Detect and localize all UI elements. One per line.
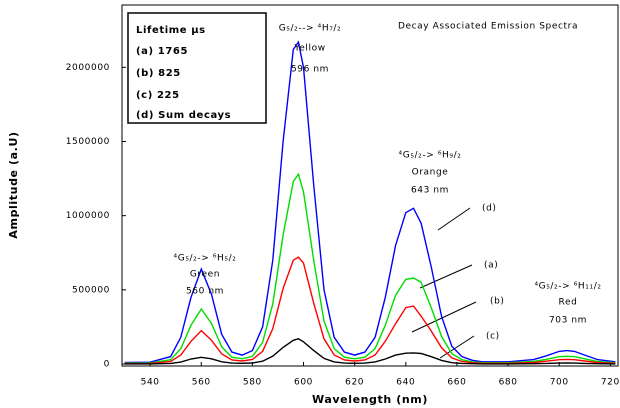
legend-entry: (a) 1765 [136,46,188,57]
y-tick-label: 1000000 [66,211,110,221]
legend-entry: (c) 225 [136,90,180,101]
peak-annotation: Red [559,298,578,308]
series-line [124,338,616,365]
series-label: (a) [484,261,498,271]
peak-annotation: ⁴G₅/₂-> ⁶H₁₁/₂ [534,282,601,292]
peak-annotation: Green [190,270,220,280]
peak-annotation: 643 nm [411,186,449,196]
peak-annotation: Yellow [293,44,325,54]
series-label: (b) [490,297,505,307]
x-tick-label: 540 [141,378,160,388]
peak-annotation: Orange [412,168,449,178]
x-tick-label: 560 [192,378,211,388]
x-tick-label: 600 [294,378,313,388]
x-tick-label: 580 [243,378,262,388]
series-line [124,40,616,364]
arrow [411,301,477,333]
x-tick-label: 700 [550,378,569,388]
arrow [419,264,473,289]
x-axis-label: Wavelength (nm) [312,393,428,406]
arrow [437,207,471,231]
plot-frame [121,4,619,367]
y-axis-label: Amplitude (a.U) [7,131,20,238]
y-tick-label: 0 [104,360,110,370]
legend-title: Lifetime µs [136,25,206,36]
arrow [439,335,475,359]
arrows [411,207,477,359]
legend-entry: (d) Sum decays [136,110,231,121]
series-line [124,256,616,365]
series-line [124,172,616,364]
x-tick-label: 620 [345,378,364,388]
peak-annotation: ⁴G₅/₂-> ⁶H₅/₂ [174,254,237,264]
y-tick-label: 2000000 [66,63,110,73]
y-tick-label: 1500000 [66,137,110,147]
chart-title: Decay Associated Emission Spectra [398,22,578,32]
legend-box [127,12,267,124]
peak-annotation: ⁴G₅/₂-> ⁶H₉/₂ [399,151,462,161]
peak-annotation: G₅/₂--> ⁴H₇/₂ [279,24,342,34]
peak-annotation: 560 nm [186,287,224,297]
x-tick-label: 660 [447,378,466,388]
series-label: (d) [482,204,497,214]
peak-annotation: 596 nm [291,65,329,75]
series-label: (c) [486,332,500,342]
legend-entry: (b) 825 [136,68,181,79]
peak-annotation: 703 nm [549,316,587,326]
x-tick-label: 640 [396,378,415,388]
x-tick-label: 680 [499,378,518,388]
y-tick-label: 500000 [72,285,110,295]
x-tick-label: 720 [601,378,620,388]
